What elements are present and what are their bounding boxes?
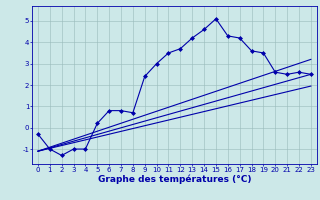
X-axis label: Graphe des températures (°C): Graphe des températures (°C)	[98, 174, 251, 184]
